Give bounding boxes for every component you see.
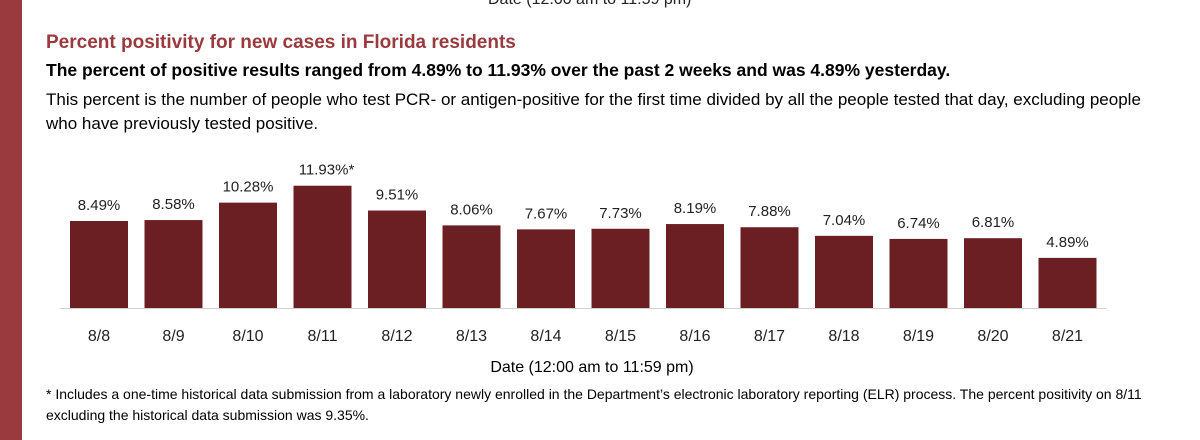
tick-label-8/13: 8/13 bbox=[456, 328, 487, 345]
bar-8/9 bbox=[144, 220, 203, 308]
tick-label-8/8: 8/8 bbox=[88, 328, 110, 345]
bar-8/18 bbox=[815, 235, 873, 308]
data-label-8/19: 6.74% bbox=[897, 215, 940, 232]
data-label-8/21: 4.89% bbox=[1046, 234, 1089, 251]
footnote: * Includes a one-time historical data su… bbox=[46, 386, 1142, 423]
bar-8/20 bbox=[964, 238, 1022, 308]
data-label-8/18: 7.04% bbox=[823, 212, 866, 229]
data-label-8/13: 8.06% bbox=[450, 201, 493, 218]
bar-8/19 bbox=[889, 238, 948, 308]
bar-8/12 bbox=[368, 210, 426, 308]
bar-8/15 bbox=[591, 228, 650, 308]
bar-8/8 bbox=[70, 220, 128, 308]
tick-label-8/15: 8/15 bbox=[605, 328, 636, 345]
previous-chart-axis-label: Date (12:00 am to 11:59 pm) bbox=[488, 0, 691, 9]
tick-label-8/18: 8/18 bbox=[828, 328, 859, 345]
bar-chart: 8.49% 8.58% 10.28% 11.93%* 9.51% 8.06% 7.67% 7.… bbox=[60, 162, 1107, 345]
tick-label-8/19: 8/19 bbox=[903, 328, 934, 345]
tick-label-8/20: 8/20 bbox=[977, 328, 1008, 345]
data-label-8/11: 11.93%* bbox=[299, 162, 355, 179]
chart-title: Percent positivity for new cases in Flor… bbox=[46, 32, 516, 53]
data-label-8/15: 7.73% bbox=[599, 205, 642, 222]
data-label-8/12: 9.51% bbox=[376, 187, 419, 204]
bar-8/11 bbox=[293, 185, 352, 308]
chart-description: This percent is the number of people who… bbox=[46, 90, 1141, 133]
data-label-8/8: 8.49% bbox=[78, 197, 121, 214]
tick-label-8/10: 8/10 bbox=[232, 328, 263, 345]
data-label-8/20: 6.81% bbox=[972, 214, 1015, 231]
data-label-8/16: 8.19% bbox=[674, 200, 717, 217]
bar-8/10 bbox=[219, 202, 277, 308]
chart-subtitle: The percent of positive results ranged f… bbox=[46, 60, 951, 80]
data-label-8/17: 7.88% bbox=[748, 203, 791, 220]
tick-label-8/9: 8/9 bbox=[162, 328, 184, 345]
tick-label-8/11: 8/11 bbox=[308, 328, 338, 345]
tick-labels-group: 8/8 8/9 8/10 8/11 8/12 8/13 8/14 8/15 8/16 8/17 8/… bbox=[88, 328, 1083, 345]
bar-8/17 bbox=[740, 227, 799, 308]
left-accent-band bbox=[0, 0, 22, 440]
bars-group bbox=[70, 185, 1097, 308]
bar-8/16 bbox=[666, 224, 724, 308]
data-label-8/9: 8.58% bbox=[152, 196, 195, 213]
tick-label-8/21: 8/21 bbox=[1052, 328, 1083, 345]
bar-8/13 bbox=[442, 225, 501, 308]
tick-label-8/12: 8/12 bbox=[381, 328, 412, 345]
bar-8/14 bbox=[517, 229, 575, 308]
tick-label-8/17: 8/17 bbox=[754, 328, 785, 345]
tick-label-8/16: 8/16 bbox=[679, 328, 710, 345]
x-axis-label: Date (12:00 am to 11:59 pm) bbox=[490, 359, 694, 376]
bar-8/21 bbox=[1038, 257, 1097, 308]
data-labels-group: 8.49% 8.58% 10.28% 11.93%* 9.51% 8.06% 7.67% 7.… bbox=[78, 162, 1089, 251]
tick-label-8/14: 8/14 bbox=[530, 328, 561, 345]
data-label-8/14: 7.67% bbox=[525, 205, 568, 222]
data-label-8/10: 10.28% bbox=[223, 179, 274, 196]
